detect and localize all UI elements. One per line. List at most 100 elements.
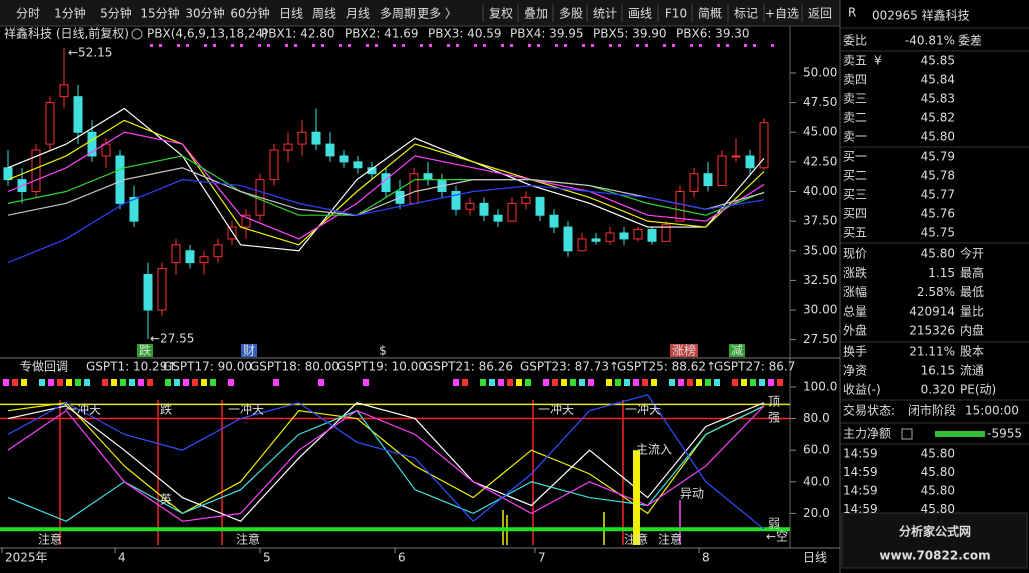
quote-label: 股本: [960, 345, 984, 359]
tick-time: 14:59: [843, 447, 878, 461]
signal-square: [687, 379, 693, 386]
signal-label: 主流入: [636, 443, 672, 457]
candle-body: [507, 202, 517, 222]
signal-square: [732, 379, 738, 386]
toolbar-item[interactable]: F10: [665, 7, 687, 21]
candle-body: [577, 238, 587, 252]
toolbar-item[interactable]: 多周期: [380, 7, 416, 21]
candle-body: [143, 273, 153, 311]
candle-body: [563, 226, 573, 252]
quote-value: 45.80: [921, 130, 955, 144]
dot: [366, 44, 369, 47]
signal-label: 注意: [236, 532, 260, 547]
candle-body: [549, 214, 559, 228]
toolbar-item[interactable]: 5分钟: [100, 6, 132, 21]
signal-square: [588, 379, 594, 386]
toolbar-item[interactable]: 分时: [16, 7, 40, 21]
signal-square: [552, 379, 558, 386]
signal-square: [120, 379, 126, 386]
signal-square: [741, 379, 747, 386]
signal-label: 一冲天: [538, 402, 574, 417]
toolbar-item[interactable]: 多股: [559, 7, 583, 21]
ma-line: [7, 107, 765, 252]
signal-lines: [59, 400, 624, 545]
toolbar-item[interactable]: 30分钟: [185, 6, 224, 21]
dot: [267, 44, 270, 47]
toolbar-item[interactable]: 日线: [279, 7, 303, 21]
settings-icon[interactable]: [131, 28, 143, 40]
signal-square: [705, 379, 711, 386]
candle-body: [297, 131, 307, 145]
watermark-box: [841, 512, 1028, 569]
toolbar-item[interactable]: 复权: [489, 7, 513, 21]
quote-label: 净资: [843, 364, 867, 378]
quote-label: 内盘: [960, 323, 984, 338]
quote-label: 买二: [843, 169, 867, 183]
quote-label: 卖二: [843, 111, 867, 125]
quote-label: 最高: [960, 265, 984, 280]
watermark-title: 分析家公式网: [899, 524, 971, 539]
dot: [672, 44, 675, 47]
dot: [402, 44, 405, 47]
toolbar-item[interactable]: 标记: [734, 7, 758, 21]
signal-label: 异动: [680, 487, 704, 501]
x-tick-label: 7: [538, 551, 546, 565]
dot: [177, 44, 180, 47]
signal-square: [489, 379, 495, 386]
ma-line: [7, 179, 765, 264]
signal-square: [516, 379, 522, 386]
toolbar-item[interactable]: 月线: [346, 7, 370, 21]
candle-body: [185, 250, 195, 264]
legend-entry: GSPT27: 86.7: [714, 360, 795, 374]
signal-square: [462, 379, 468, 386]
candle-body: [521, 196, 531, 204]
legend-entry: PBX1: 42.80: [261, 27, 335, 41]
candle-body: [157, 268, 167, 311]
dot: [456, 44, 459, 47]
toolbar-item[interactable]: 叠加: [524, 7, 548, 21]
y-tick-label: 47.50: [803, 95, 837, 109]
tick-price: 45.80: [921, 447, 955, 461]
toolbar-item[interactable]: 60分钟: [230, 6, 269, 21]
flow-value: -5955: [987, 427, 1022, 441]
signal-square: [363, 379, 369, 386]
dot: [312, 44, 315, 47]
y-tick-label: 100.0: [803, 379, 837, 393]
tick-price: 45.80: [921, 502, 955, 516]
watermark-url: www.70822.com: [879, 549, 990, 563]
quote-value: 2.58%: [917, 285, 955, 299]
toolbar-item[interactable]: 周线: [312, 7, 336, 21]
quote-value: 420914: [909, 304, 955, 318]
candle-body: [353, 161, 363, 169]
dot: [159, 44, 162, 47]
signal-square: [39, 379, 45, 386]
dot: [582, 44, 585, 47]
toolbar-item[interactable]: 统计: [593, 7, 617, 21]
dot: [348, 44, 351, 47]
candle-body: [465, 202, 475, 210]
quote-label: 总量: [843, 304, 867, 318]
toolbar-item[interactable]: 画线: [628, 7, 652, 21]
toolbar-item[interactable]: 简概: [698, 7, 722, 21]
y-tick-label: 40.00: [803, 184, 837, 198]
signal-square: [183, 379, 189, 386]
toolbar-item[interactable]: 返回: [808, 7, 832, 21]
signal-square: [228, 379, 234, 386]
toolbar-item[interactable]: +自选: [765, 7, 799, 21]
toolbar-item[interactable]: 更多 〉: [417, 7, 457, 21]
dot: [285, 44, 288, 47]
signal-square: [57, 379, 63, 386]
chart-title: 祥鑫科技 (日线,前复权): [4, 26, 129, 41]
quote-label: 卖一: [843, 130, 867, 144]
dot: [474, 44, 477, 47]
signal-square: [525, 379, 531, 386]
signal-square: [480, 379, 486, 386]
quote-label: 现价: [843, 247, 867, 261]
x-tick-label: 6: [398, 551, 406, 565]
signal-label: 跌: [160, 402, 172, 417]
toolbar-item[interactable]: 1分钟: [54, 6, 86, 21]
toolbar-item[interactable]: 15分钟: [140, 6, 179, 21]
y-tick-label: 45.00: [803, 125, 837, 139]
quote-label: 收益(-): [843, 383, 881, 397]
